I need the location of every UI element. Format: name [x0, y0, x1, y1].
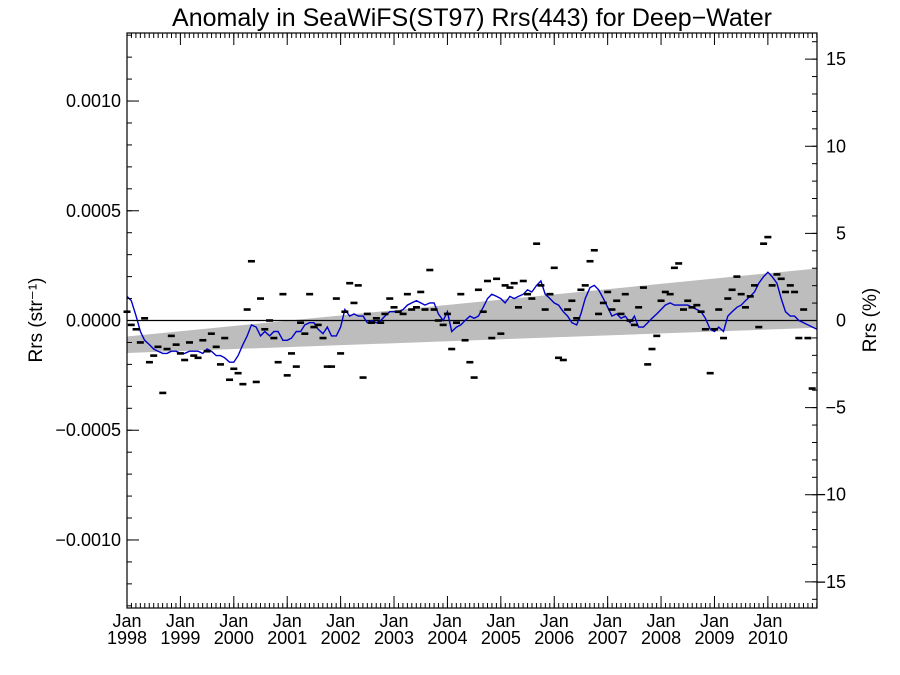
monthly-anomaly-layer — [123, 235, 816, 395]
y2-tick-label: −10 — [815, 485, 846, 505]
x-tick-year: 2009 — [694, 628, 734, 648]
x-tick-year: 1998 — [107, 628, 147, 648]
x-tick-month: Jan — [647, 611, 676, 631]
x-tick-year: 2010 — [748, 628, 788, 648]
x-tick-year: 2003 — [374, 628, 414, 648]
x-tick-month: Jan — [486, 611, 515, 631]
y2-tick-label: 0 — [836, 311, 846, 331]
x-tick-year: 2001 — [267, 628, 307, 648]
y-tick-label: 0.0005 — [66, 201, 121, 221]
x-tick-year: 2008 — [641, 628, 681, 648]
axes-layer: Jan1998Jan1999Jan2000Jan2001Jan2002Jan20… — [55, 33, 846, 648]
y-tick-label: −0.0005 — [55, 420, 121, 440]
y-tick-label: −0.0010 — [55, 530, 121, 550]
x-tick-year: 2004 — [427, 628, 467, 648]
trend-band — [127, 268, 817, 353]
chart-title: Anomaly in SeaWiFS(ST97) Rrs(443) for De… — [172, 4, 772, 32]
y-tick-label: 0.0000 — [66, 311, 121, 331]
y-tick-label: 0.0010 — [66, 91, 121, 111]
x-tick-year: 1999 — [160, 628, 200, 648]
x-tick-year: 2002 — [321, 628, 361, 648]
x-tick-month: Jan — [753, 611, 782, 631]
running-mean-line — [126, 271, 818, 363]
x-tick-year: 2006 — [534, 628, 574, 648]
y-axis-title: Rrs (str⁻¹) — [26, 278, 47, 363]
trend-band-layer — [127, 268, 817, 353]
y2-tick-label: 5 — [836, 223, 846, 243]
y2-tick-label: 10 — [826, 136, 846, 156]
x-tick-month: Jan — [112, 611, 141, 631]
y2-tick-label: −15 — [815, 572, 846, 592]
x-tick-month: Jan — [273, 611, 302, 631]
x-tick-year: 2005 — [481, 628, 521, 648]
x-tick-month: Jan — [380, 611, 409, 631]
running-mean-layer — [126, 271, 818, 363]
y2-axis-title: Rrs (%) — [860, 288, 881, 352]
x-tick-year: 2000 — [214, 628, 254, 648]
x-tick-month: Jan — [433, 611, 462, 631]
x-tick-month: Jan — [166, 611, 195, 631]
x-tick-month: Jan — [593, 611, 622, 631]
x-tick-month: Jan — [219, 611, 248, 631]
y2-tick-label: 15 — [826, 49, 846, 69]
x-tick-month: Jan — [326, 611, 355, 631]
x-tick-month: Jan — [700, 611, 729, 631]
x-tick-month: Jan — [540, 611, 569, 631]
x-tick-year: 2007 — [588, 628, 628, 648]
y2-tick-label: −5 — [825, 398, 846, 418]
